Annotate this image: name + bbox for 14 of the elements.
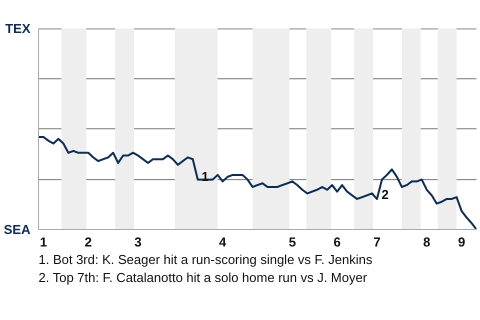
x-tick-label: 1 [40,234,48,250]
x-tick-label: 6 [334,234,341,250]
x-tick-label: 9 [458,234,466,250]
text: 1. Bot 3rd: K. Seager hit a run-scoring single vs F. Jenkins [38,252,373,267]
text: 2. Top 7th: F. Catalanotto hit a solo home run vs J. Moyer [38,270,368,285]
x-tick-label: 7 [373,234,381,250]
annotation: 2 [382,187,389,202]
x-tick-label: 5 [288,234,296,250]
x-tick-label: 2 [84,234,92,250]
x-tick-label: 4 [219,234,228,250]
text: TEX [5,21,31,36]
x-tick-label: 8 [423,234,430,250]
text: SEA [4,222,32,237]
x-tick-label: 3 [134,234,142,250]
